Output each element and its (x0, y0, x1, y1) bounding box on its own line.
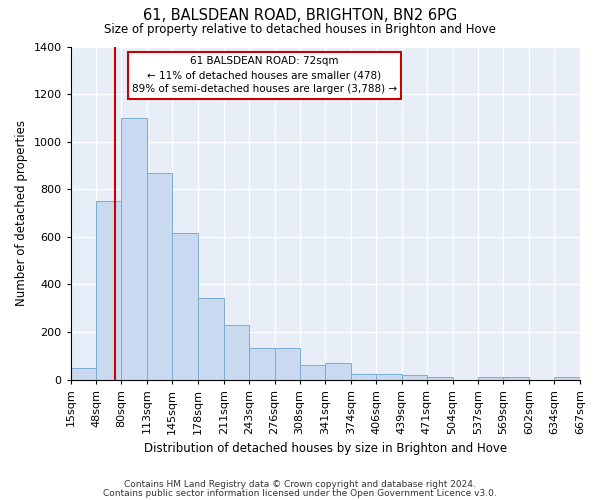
Bar (503, 378, 529, 380)
Bar (198, 298, 224, 380)
Bar (325, 364, 351, 380)
Bar (97, 201, 121, 380)
X-axis label: Distribution of detached houses by size in Brighton and Hove: Distribution of detached houses by size … (144, 442, 507, 455)
Bar (427, 376, 452, 380)
Bar (249, 348, 275, 380)
Bar (121, 118, 147, 380)
Text: 61, BALSDEAN ROAD, BRIGHTON, BN2 6PG: 61, BALSDEAN ROAD, BRIGHTON, BN2 6PG (143, 8, 457, 22)
Text: Contains public sector information licensed under the Open Government Licence v3: Contains public sector information licen… (103, 488, 497, 498)
Text: 61 BALSDEAN ROAD: 72sqm
← 11% of detached houses are smaller (478)
89% of semi-d: 61 BALSDEAN ROAD: 72sqm ← 11% of detache… (131, 56, 397, 94)
Bar (376, 374, 402, 380)
Bar (554, 378, 580, 380)
Bar (172, 234, 198, 380)
Text: Size of property relative to detached houses in Brighton and Hove: Size of property relative to detached ho… (104, 22, 496, 36)
Bar (478, 378, 503, 380)
Bar (147, 172, 172, 380)
Bar (71, 368, 97, 380)
Y-axis label: Number of detached properties: Number of detached properties (15, 120, 28, 306)
Text: Contains HM Land Registry data © Crown copyright and database right 2024.: Contains HM Land Registry data © Crown c… (124, 480, 476, 489)
Bar (299, 364, 325, 380)
Bar (351, 374, 376, 380)
Bar (402, 376, 427, 380)
Bar (224, 326, 249, 380)
Bar (275, 348, 299, 380)
